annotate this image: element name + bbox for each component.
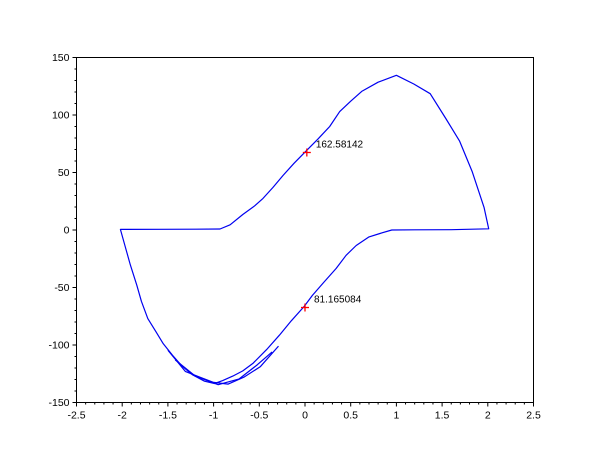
y-tick-label: 50 <box>58 167 70 179</box>
x-tick-label: -1.5 <box>159 410 177 422</box>
x-tick-label: 0 <box>302 410 308 422</box>
x-tick-label: 1 <box>393 410 399 422</box>
y-tick-label: 150 <box>52 52 70 64</box>
y-tick-label: -150 <box>48 397 69 409</box>
y-tick-label: -50 <box>54 282 69 294</box>
series-hysteresis-limit-cycle <box>119 74 490 385</box>
x-tick-label: 0.5 <box>343 410 358 422</box>
x-tick-label: -2 <box>118 410 127 422</box>
x-tick-label: 2 <box>485 410 491 422</box>
y-tick-label: 100 <box>52 110 70 122</box>
y-tick-label: 0 <box>64 225 70 237</box>
x-tick-label: -1 <box>209 410 218 422</box>
axes-box <box>76 57 534 403</box>
series-transient-pass-1 <box>167 345 279 385</box>
x-tick-label: -0.5 <box>250 410 268 422</box>
x-tick-label: 1.5 <box>435 410 450 422</box>
x-tick-label: 2.5 <box>526 410 541 422</box>
datatip-label: 81.165084 <box>314 295 362 306</box>
y-tick-label: -100 <box>48 340 69 352</box>
x-tick-label: -2.5 <box>67 410 85 422</box>
series-transient-pass-2 <box>174 351 273 386</box>
datatip-label: 162.58142 <box>316 139 364 150</box>
